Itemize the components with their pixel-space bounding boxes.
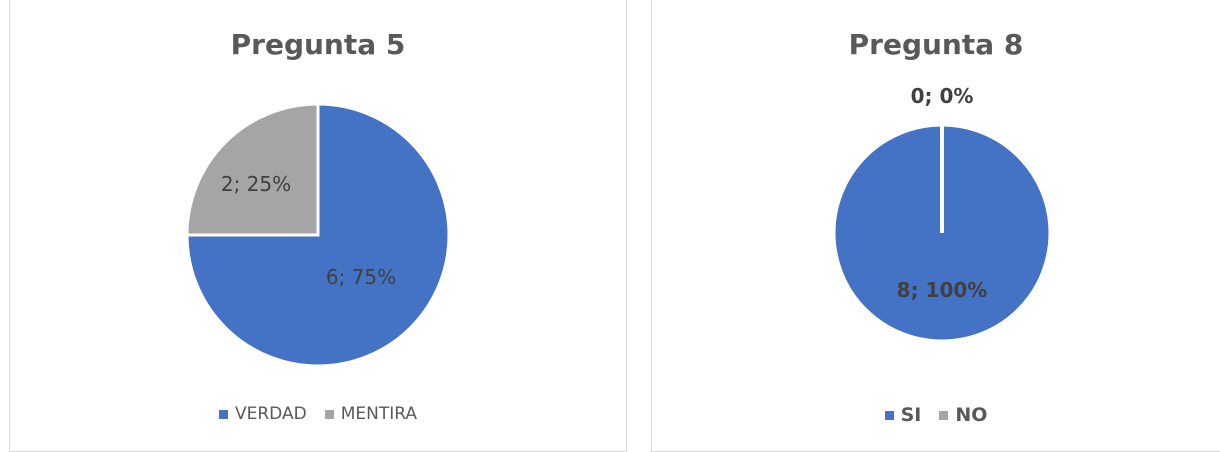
data-label-si: 8; 100% <box>897 278 988 302</box>
data-label-no: 0; 0% <box>911 84 974 108</box>
chart-title: Pregunta 8 <box>848 28 1024 61</box>
chart-legend: SI NO <box>652 404 1220 426</box>
pie-slice-verdad <box>185 102 451 368</box>
pie-chart: 6; 75% 2; 25% <box>185 102 451 368</box>
legend-label: VERDAD <box>235 404 307 424</box>
pie-chart: 8; 100% 0; 0% <box>832 84 1052 343</box>
data-label-mentira: 2; 25% <box>221 172 291 196</box>
legend-swatch <box>884 410 894 420</box>
chart-pregunta-5: Pregunta 5 6; 75% 2; 25% VERDAD MENTIRA <box>9 0 627 452</box>
legend-swatch <box>324 409 334 419</box>
legend-label: MENTIRA <box>340 404 417 424</box>
legend-item-no: NO <box>939 404 987 426</box>
legend-label: NO <box>955 404 988 426</box>
legend-item-si: SI <box>884 404 922 426</box>
pie-slice-mentira <box>185 102 320 237</box>
legend-label: SI <box>900 404 922 426</box>
data-label-verdad: 6; 75% <box>326 265 396 289</box>
chart-title: Pregunta 5 <box>230 28 406 61</box>
legend-item-mentira: MENTIRA <box>324 404 417 424</box>
chart-pregunta-8: Pregunta 8 8; 100% 0; 0% SI NO <box>651 0 1220 452</box>
legend-swatch <box>939 410 949 420</box>
legend-swatch <box>219 409 228 419</box>
chart-legend: VERDAD MENTIRA <box>10 404 626 424</box>
legend-item-verdad: VERDAD <box>219 404 307 424</box>
